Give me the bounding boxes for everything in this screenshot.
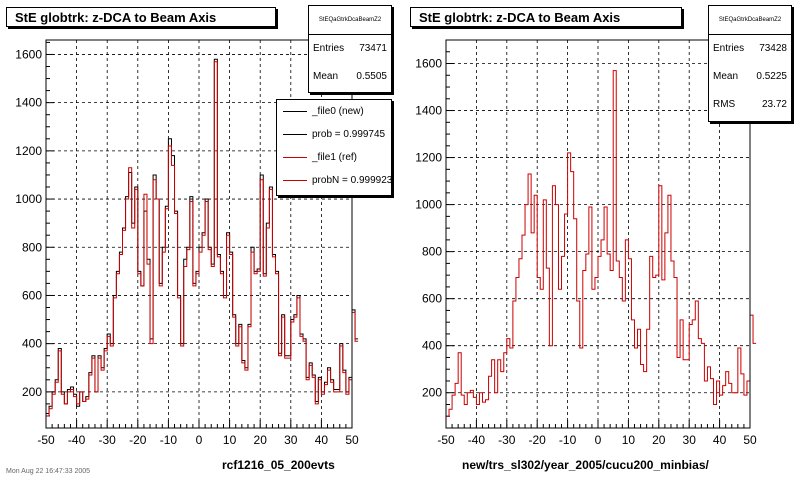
legend-line-new: [283, 111, 307, 112]
stats-value: 23.72: [761, 99, 787, 110]
right-stats-box: StEQaGtrkDcaBeamZ2 Entries 73428 Mean 0.…: [708, 5, 792, 122]
legend-entry-file1: _file1 (ref): [277, 146, 391, 169]
x-tick-label: 30: [284, 433, 298, 447]
x-tick-label: 40: [315, 433, 329, 447]
stats-value: 0.5225: [756, 71, 787, 82]
x-tick-label: -50: [37, 433, 55, 447]
left-plot-title: StE globtrk: z-DCA to Beam Axis: [6, 7, 276, 27]
y-tick-label: 800: [422, 245, 442, 259]
stats-label: Entries: [313, 43, 345, 54]
legend-line-ref: [283, 157, 307, 158]
footer-timestamp: Mon Aug 22 16:47:33 2005: [6, 468, 91, 475]
legend-box: _file0 (new) prob = 0.999745 _file1 (ref…: [276, 99, 392, 196]
stats-label: RMS: [713, 99, 736, 110]
y-tick-label: 1000: [15, 192, 42, 206]
x-tick-label: 50: [345, 433, 359, 447]
x-tick-label: 0: [595, 433, 602, 447]
x-tick-label: -40: [68, 433, 86, 447]
left-stats-box: StEQaGtrkDcaBeamZ2 Entries 73471 Mean 0.…: [308, 5, 392, 93]
stats-label: Mean: [713, 71, 739, 82]
legend-line-ref: [283, 180, 307, 181]
y-tick-label: 1400: [415, 104, 442, 118]
histogram-series-line: [46, 61, 359, 417]
legend-entry-probn: probN = 0.999923: [277, 169, 391, 192]
left-stats-row-entries: Entries 73471: [309, 35, 391, 63]
y-tick-label: 1400: [15, 96, 42, 110]
stats-label: Mean: [313, 71, 339, 82]
y-tick-label: 400: [22, 337, 42, 351]
y-tick-label: 1200: [15, 144, 42, 158]
x-tick-label: -30: [99, 433, 117, 447]
y-tick-label: 800: [22, 240, 42, 254]
left-stats-row-mean: Mean 0.5505: [309, 63, 391, 91]
right-stats-row-mean: Mean 0.5225: [709, 63, 791, 91]
stats-value: 73428: [759, 43, 787, 54]
legend-label: probN = 0.999923: [312, 175, 392, 186]
plot-frame: [45, 39, 353, 429]
x-tick-label: -20: [129, 433, 147, 447]
y-tick-label: 600: [22, 288, 42, 302]
x-tick-label: 10: [223, 433, 237, 447]
left-x-axis-label: rcf1216_05_200evts: [222, 458, 335, 472]
x-tick-label: -30: [498, 433, 516, 447]
legend-label: prob = 0.999745: [312, 129, 386, 140]
x-tick-label: 10: [622, 433, 636, 447]
stats-label: Entries: [713, 43, 745, 54]
histogram-series-line: [446, 70, 757, 417]
y-tick-label: 1600: [15, 47, 42, 61]
right-stats-histname: StEQaGtrkDcaBeamZ2: [709, 6, 791, 35]
y-tick-label: 200: [422, 386, 442, 400]
x-tick-label: -10: [559, 433, 577, 447]
stats-value: 73471: [359, 43, 387, 54]
x-tick-label: 50: [743, 433, 757, 447]
y-tick-label: 1600: [415, 57, 442, 71]
x-tick-label: -40: [468, 433, 486, 447]
y-tick-label: 600: [422, 292, 442, 306]
right-stats-row-rms: RMS 23.72: [709, 91, 791, 119]
right-histogram-plot: -50 -40 -30 -20 -10 0 10 20 30 40 50 200 400 600 800 10…: [415, 39, 757, 447]
legend-entry-prob: prob = 0.999745: [277, 123, 391, 146]
left-stats-histname: StEQaGtrkDcaBeamZ2: [309, 6, 391, 35]
legend-entry-file0: _file0 (new): [277, 100, 391, 123]
right-x-axis-label: new/trs_sl302/year_2005/cucu200_minbias/: [462, 458, 709, 472]
legend-line-new: [283, 134, 307, 135]
x-tick-label: 40: [713, 433, 727, 447]
right-plot-title: StE globtrk: z-DCA to Beam Axis: [410, 7, 682, 27]
legend-label: _file0 (new): [312, 106, 364, 117]
y-tick-label: 1200: [415, 151, 442, 165]
x-tick-label: -20: [529, 433, 547, 447]
x-tick-label: 20: [652, 433, 666, 447]
y-tick-label: 400: [422, 339, 442, 353]
legend-label: _file1 (ref): [312, 152, 358, 163]
stats-value: 0.5505: [356, 71, 387, 82]
x-tick-label: -10: [160, 433, 178, 447]
x-tick-label: 30: [683, 433, 697, 447]
x-tick-label: 0: [196, 433, 203, 447]
x-tick-label: -50: [437, 433, 455, 447]
plot-frame: [445, 39, 751, 429]
left-histogram-plot: -50 -40 -30 -20 -10 0 10 20 30 40 50 200 400 600 800 10…: [15, 39, 359, 447]
y-tick-label: 1000: [415, 198, 442, 212]
y-tick-label: 200: [22, 385, 42, 399]
x-tick-label: 20: [254, 433, 268, 447]
right-stats-row-entries: Entries 73428: [709, 35, 791, 63]
